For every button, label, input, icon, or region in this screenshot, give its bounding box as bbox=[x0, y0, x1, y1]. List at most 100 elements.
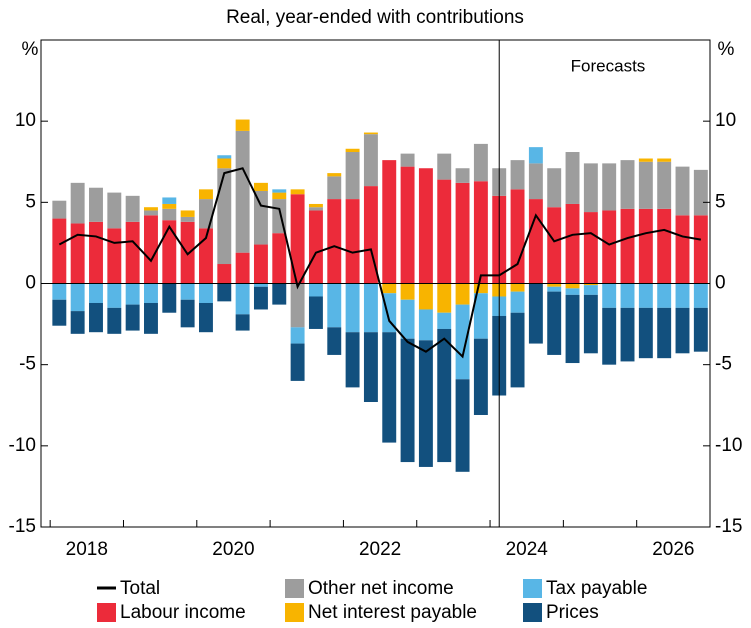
bar-segment bbox=[473, 143, 488, 182]
bar-segment bbox=[363, 132, 378, 135]
bar-segment bbox=[418, 283, 433, 310]
bar-segment bbox=[235, 119, 250, 131]
bar-segment bbox=[455, 379, 470, 472]
bar-segment bbox=[565, 283, 580, 289]
bar-segment bbox=[400, 166, 415, 284]
bar-segment bbox=[657, 158, 672, 162]
x-tick-label: 2024 bbox=[506, 539, 549, 560]
bar-segment bbox=[345, 332, 360, 388]
bar-segment bbox=[308, 203, 323, 208]
y-tick-label-left: 5 bbox=[25, 191, 36, 212]
bar-segment bbox=[565, 152, 580, 204]
bar-segment bbox=[217, 264, 232, 284]
chart-subtitle: Real, year-ended with contributions bbox=[226, 7, 524, 28]
bar-segment bbox=[70, 283, 85, 312]
bar-segment bbox=[290, 327, 305, 344]
bar-segment bbox=[657, 283, 672, 308]
bar-segment bbox=[528, 283, 543, 344]
bar-segment bbox=[437, 153, 452, 180]
y-tick-label-left: 0 bbox=[25, 273, 36, 294]
bar-segment bbox=[528, 147, 543, 164]
y-tick-label-left: -15 bbox=[9, 516, 36, 537]
bar-segment bbox=[327, 176, 342, 200]
bar-segment bbox=[107, 228, 122, 284]
bar-segment bbox=[620, 307, 635, 362]
bar-segment bbox=[125, 221, 140, 284]
legend-label: Labour income bbox=[120, 602, 246, 623]
bar-segment bbox=[400, 299, 415, 339]
bar-segment bbox=[198, 302, 213, 333]
bar-segment bbox=[693, 307, 708, 352]
bar-segment bbox=[565, 288, 580, 295]
bar-segment bbox=[89, 283, 103, 303]
bar-segment bbox=[583, 285, 598, 295]
y-unit-left: % bbox=[22, 39, 39, 60]
bar-segment bbox=[382, 293, 397, 333]
bar-segment bbox=[473, 338, 488, 415]
bar-segment bbox=[180, 283, 195, 300]
total-line bbox=[58, 167, 702, 359]
bar-segment bbox=[437, 312, 452, 329]
bar-segment bbox=[473, 293, 488, 339]
bar-segment bbox=[583, 212, 598, 284]
bar-segment bbox=[162, 197, 177, 204]
bar-segment bbox=[547, 168, 562, 208]
bar-segment bbox=[162, 283, 177, 313]
bar-segment bbox=[510, 312, 525, 388]
bar-segment bbox=[125, 283, 140, 305]
legend-swatch bbox=[523, 579, 542, 598]
bar-segment bbox=[290, 343, 305, 381]
y-tick-label-right: 10 bbox=[715, 110, 736, 131]
bar-segment bbox=[52, 299, 67, 326]
bar-segment bbox=[308, 296, 323, 329]
bar-segment bbox=[70, 311, 85, 334]
legend-label: Net interest payable bbox=[308, 602, 477, 623]
bar-segment bbox=[693, 283, 708, 308]
bar-segment bbox=[602, 210, 617, 284]
bar-segment bbox=[418, 340, 433, 467]
bar-segment bbox=[52, 200, 67, 219]
bar-segment bbox=[455, 168, 470, 183]
bar-segment bbox=[70, 223, 85, 284]
bar-segment bbox=[638, 161, 653, 209]
bar-segment bbox=[70, 182, 85, 224]
bar-segment bbox=[89, 221, 103, 284]
bar-segment bbox=[620, 160, 635, 209]
bar-segment bbox=[107, 307, 122, 334]
bar-segment bbox=[217, 155, 232, 159]
bar-segment bbox=[473, 181, 488, 284]
bar-segment bbox=[144, 210, 158, 216]
bar-segment bbox=[547, 207, 562, 284]
bar-segment bbox=[437, 179, 452, 284]
bar-segment bbox=[437, 283, 452, 313]
bar-segment bbox=[272, 192, 287, 200]
bar-segment bbox=[400, 153, 415, 167]
bar-segment bbox=[345, 199, 360, 284]
bar-segment bbox=[657, 208, 672, 284]
bar-segment bbox=[675, 166, 690, 216]
bar-segment bbox=[308, 210, 323, 284]
bar-segment bbox=[217, 283, 232, 302]
bar-segment bbox=[198, 199, 213, 229]
bar-segment bbox=[235, 130, 250, 253]
bar-segment bbox=[455, 182, 470, 284]
bar-segment bbox=[382, 283, 397, 294]
bar-segment bbox=[418, 309, 433, 341]
forecast-annotation: Forecasts bbox=[571, 56, 646, 75]
bar-segment bbox=[400, 283, 415, 300]
bar-segment bbox=[107, 192, 122, 229]
bar-segment bbox=[363, 332, 378, 403]
bar-segment bbox=[290, 283, 305, 328]
bar-segment bbox=[510, 160, 525, 190]
bar-segment bbox=[144, 283, 158, 303]
bar-segment bbox=[583, 283, 598, 286]
bar-segment bbox=[620, 208, 635, 284]
bar-segment bbox=[253, 182, 268, 191]
x-tick-label: 2022 bbox=[359, 539, 401, 560]
bar-segment bbox=[657, 307, 672, 359]
bar-segment bbox=[327, 199, 342, 284]
bar-segment bbox=[528, 199, 543, 284]
bar-segment bbox=[52, 283, 67, 300]
y-unit-right: % bbox=[718, 39, 735, 60]
